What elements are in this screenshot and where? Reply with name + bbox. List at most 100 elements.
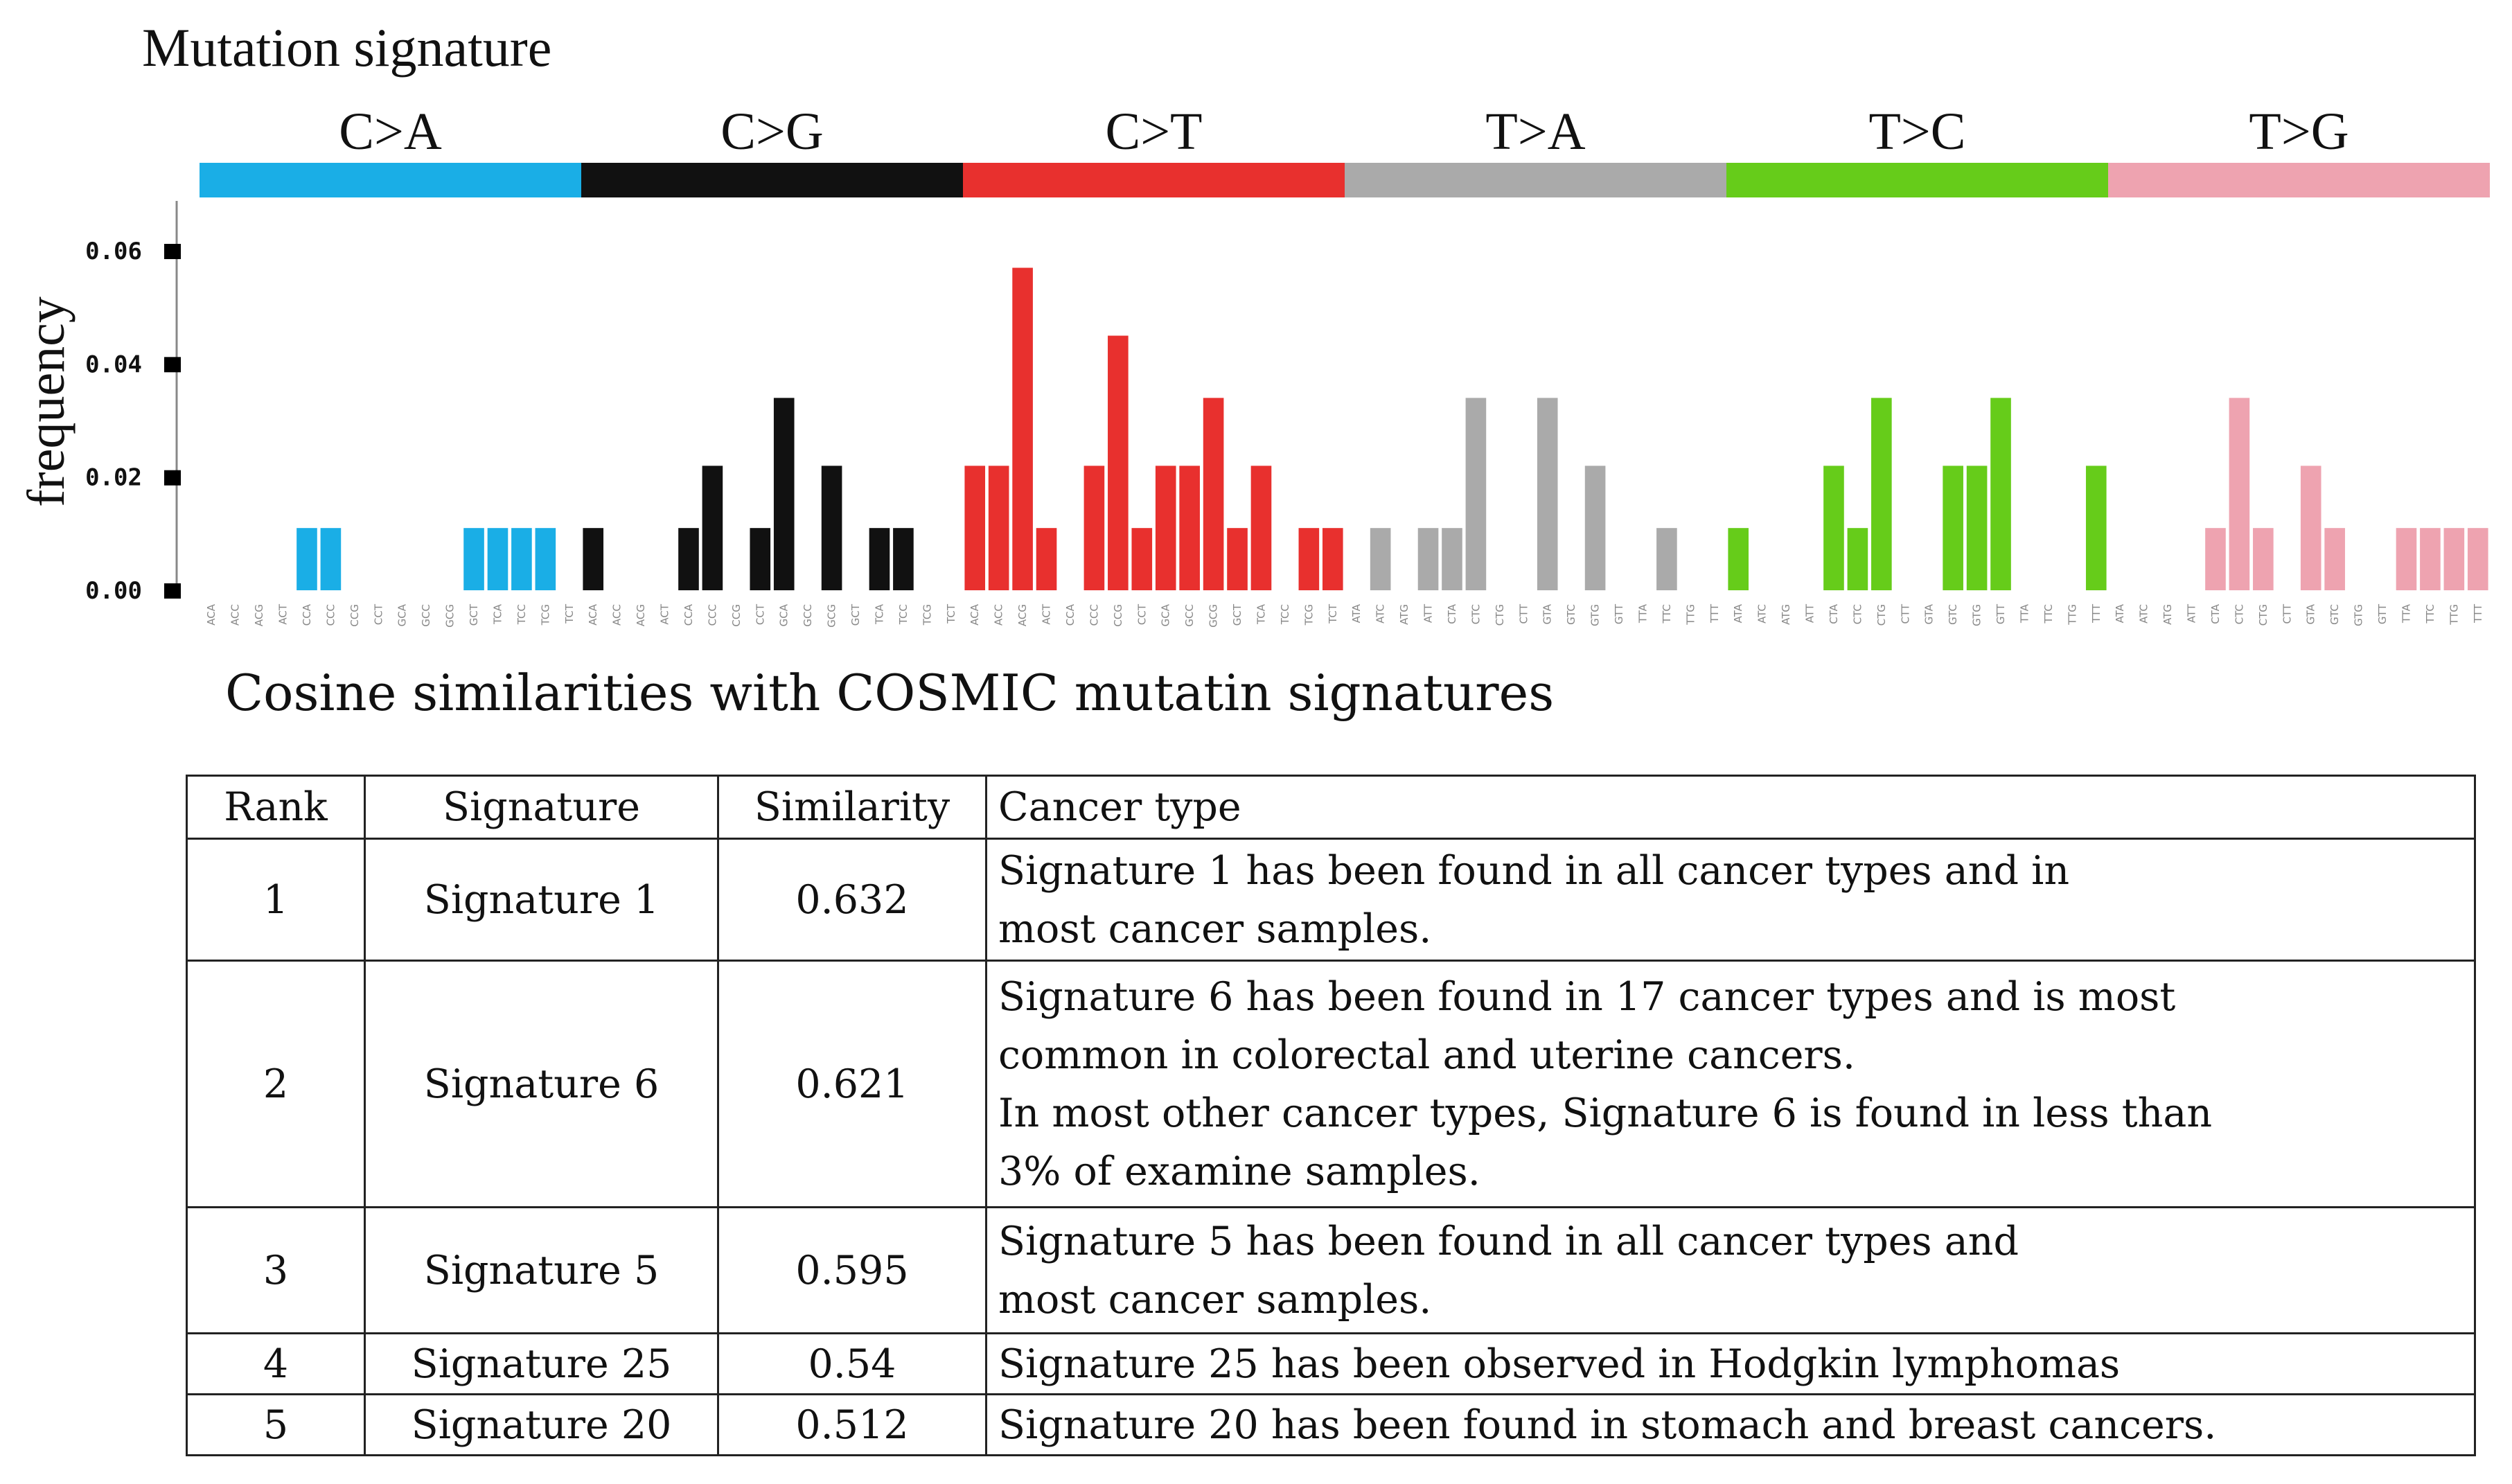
x-tick-label: CCC — [706, 604, 718, 626]
y-tick-mark — [164, 470, 181, 486]
x-tick-label: ACT — [277, 603, 290, 624]
group-label: T>C — [1869, 103, 1966, 161]
x-tick-label: TTT — [1708, 603, 1721, 624]
x-tick-label: GCA — [1160, 603, 1172, 626]
cancer-type-line: Signature 6 has been found in 17 cancer … — [998, 973, 2176, 1020]
bar — [773, 398, 795, 590]
bar — [2300, 466, 2321, 590]
bar — [2420, 528, 2441, 590]
y-tick-label: 0.02 — [85, 464, 142, 492]
bar — [1227, 528, 1248, 590]
group-label: C>A — [339, 103, 442, 161]
x-tick-label: CCA — [301, 603, 313, 626]
y-tick-mark — [164, 583, 181, 599]
x-tick-label: CTG — [1875, 604, 1888, 626]
x-tick-label: TTC — [1661, 604, 1673, 624]
bar — [1036, 528, 1057, 590]
cell-signature: Signature 6 — [364, 960, 719, 1208]
table-row: 5 Signature 20 0.512 Signature 20 has been … — [186, 1393, 2476, 1456]
x-tick-label: ATA — [1732, 603, 1744, 623]
x-tick-label: GCT — [849, 603, 862, 626]
bar — [2396, 528, 2417, 590]
x-tick-label: TCG — [1302, 604, 1315, 626]
x-tick-label: ATC — [2138, 604, 2150, 624]
cancer-type-line: 3% of examine samples. — [998, 1148, 1480, 1194]
bar — [1966, 466, 1988, 590]
y-tick-label: 0.06 — [85, 238, 142, 265]
bars — [297, 267, 2488, 590]
x-tick-label: TCA — [873, 603, 885, 625]
cancer-type-line: Signature 20 has been found in stomach a… — [998, 1402, 2217, 1448]
x-tick-label: ATA — [1350, 603, 1363, 623]
bar — [1179, 466, 1200, 590]
cell-cancer-type: Signature 20 has been found in stomach a… — [985, 1393, 2476, 1456]
x-tick-label: GCT — [468, 603, 480, 626]
bar — [1155, 466, 1176, 590]
bar — [1943, 466, 1963, 590]
x-tick-label: TCC — [1279, 604, 1291, 625]
cell-rank: 4 — [186, 1332, 366, 1395]
bar — [988, 466, 1009, 590]
group-bar-C>G — [581, 163, 963, 197]
bar — [1823, 466, 1844, 590]
x-tick-label: GCC — [1183, 604, 1196, 627]
bar — [964, 466, 986, 590]
bar — [511, 528, 532, 590]
x-tick-label: GCC — [802, 604, 814, 627]
cancer-type-line: most cancer samples. — [998, 1276, 1432, 1323]
bar — [750, 528, 771, 590]
x-tick-label: TTG — [1684, 604, 1697, 626]
x-tick-label: TCA — [491, 603, 504, 625]
cell-rank: 5 — [186, 1393, 366, 1456]
x-tick-label: CTA — [1828, 603, 1840, 624]
x-tick-label: ACG — [635, 604, 647, 626]
x-tick-label: TTT — [2090, 603, 2103, 624]
y-tick-label: 0.00 — [85, 577, 142, 605]
x-tick-label: ATT — [1422, 603, 1435, 623]
cell-signature: Signature 1 — [364, 838, 719, 962]
cell-similarity: 0.595 — [717, 1206, 987, 1334]
x-tick-label: CTT — [1517, 603, 1530, 624]
x-tick-label: GCG — [444, 604, 457, 628]
x-tick-label: CTG — [2257, 604, 2270, 626]
bar — [1108, 335, 1129, 590]
bar — [2205, 528, 2226, 590]
x-tick-label: TTA — [1636, 603, 1649, 624]
cell-signature: Signature 20 — [364, 1393, 719, 1456]
x-tick-label: GTT — [2376, 603, 2389, 624]
x-tick-label: CTT — [1899, 603, 1911, 624]
y-tick-mark — [164, 244, 181, 259]
group-label: C>G — [720, 103, 823, 161]
x-tick-label: CTA — [2209, 603, 2222, 624]
mutation-signature-chart: Mutation signature frequency C>A C>G C>T T>… — [17, 17, 2490, 628]
x-tick-label: ATT — [1804, 603, 1816, 623]
bar — [1584, 466, 1606, 590]
bar — [2229, 398, 2250, 590]
group-label: C>T — [1106, 103, 1203, 161]
x-tick-label: TTA — [2018, 603, 2031, 624]
bar — [1370, 528, 1391, 590]
x-tick-label: ATC — [1374, 604, 1387, 624]
y-tick-mark — [164, 357, 181, 373]
x-tick-label: ACC — [611, 604, 623, 626]
bar — [2253, 528, 2274, 590]
bar — [297, 528, 317, 590]
x-tick-label: ATC — [1756, 604, 1769, 624]
x-tick-label: CTC — [2233, 604, 2245, 624]
cancer-type-line: In most other cancer types, Signature 6 … — [998, 1090, 2213, 1136]
x-tick-label: GTC — [1565, 604, 1577, 625]
bar — [1298, 528, 1320, 590]
group-bar-T>C — [1726, 163, 2108, 197]
x-tick-label: CTA — [1446, 603, 1458, 624]
bar — [583, 528, 604, 590]
bar — [2085, 466, 2107, 590]
cancer-type-line: most cancer samples. — [998, 906, 1432, 952]
bar — [869, 528, 890, 590]
x-tick-label: GTA — [1541, 603, 1554, 624]
x-tick-label: ATT — [2186, 603, 2198, 623]
x-tick-label: CCT — [1135, 603, 1148, 625]
bar — [1847, 528, 1868, 590]
x-tick-label: GTC — [2328, 604, 2341, 625]
bar — [487, 528, 508, 590]
bar — [2467, 528, 2488, 590]
